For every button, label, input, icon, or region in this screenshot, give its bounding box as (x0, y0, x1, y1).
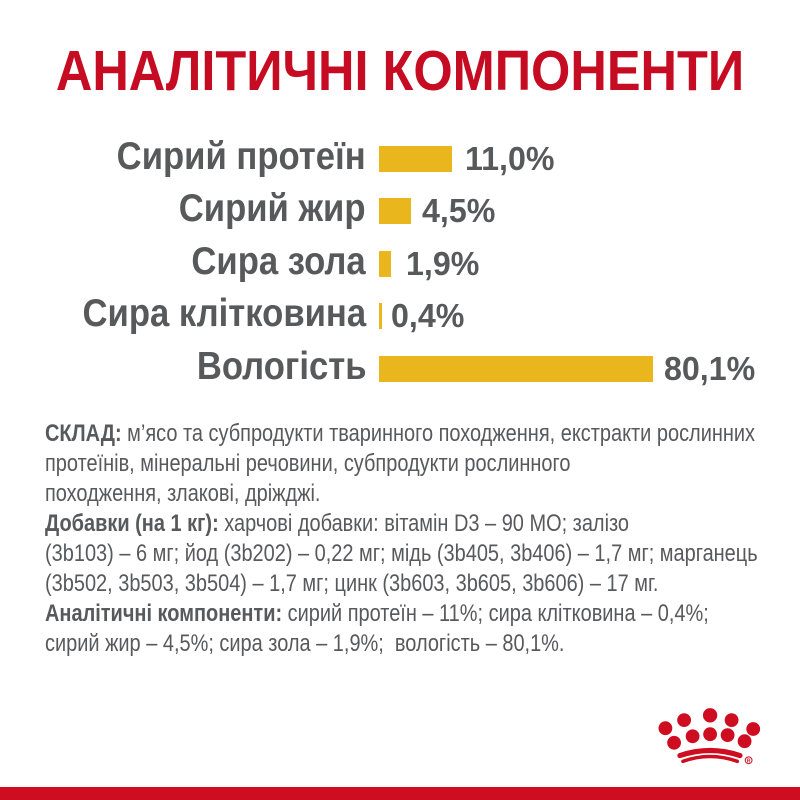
svg-text:R: R (747, 758, 751, 764)
